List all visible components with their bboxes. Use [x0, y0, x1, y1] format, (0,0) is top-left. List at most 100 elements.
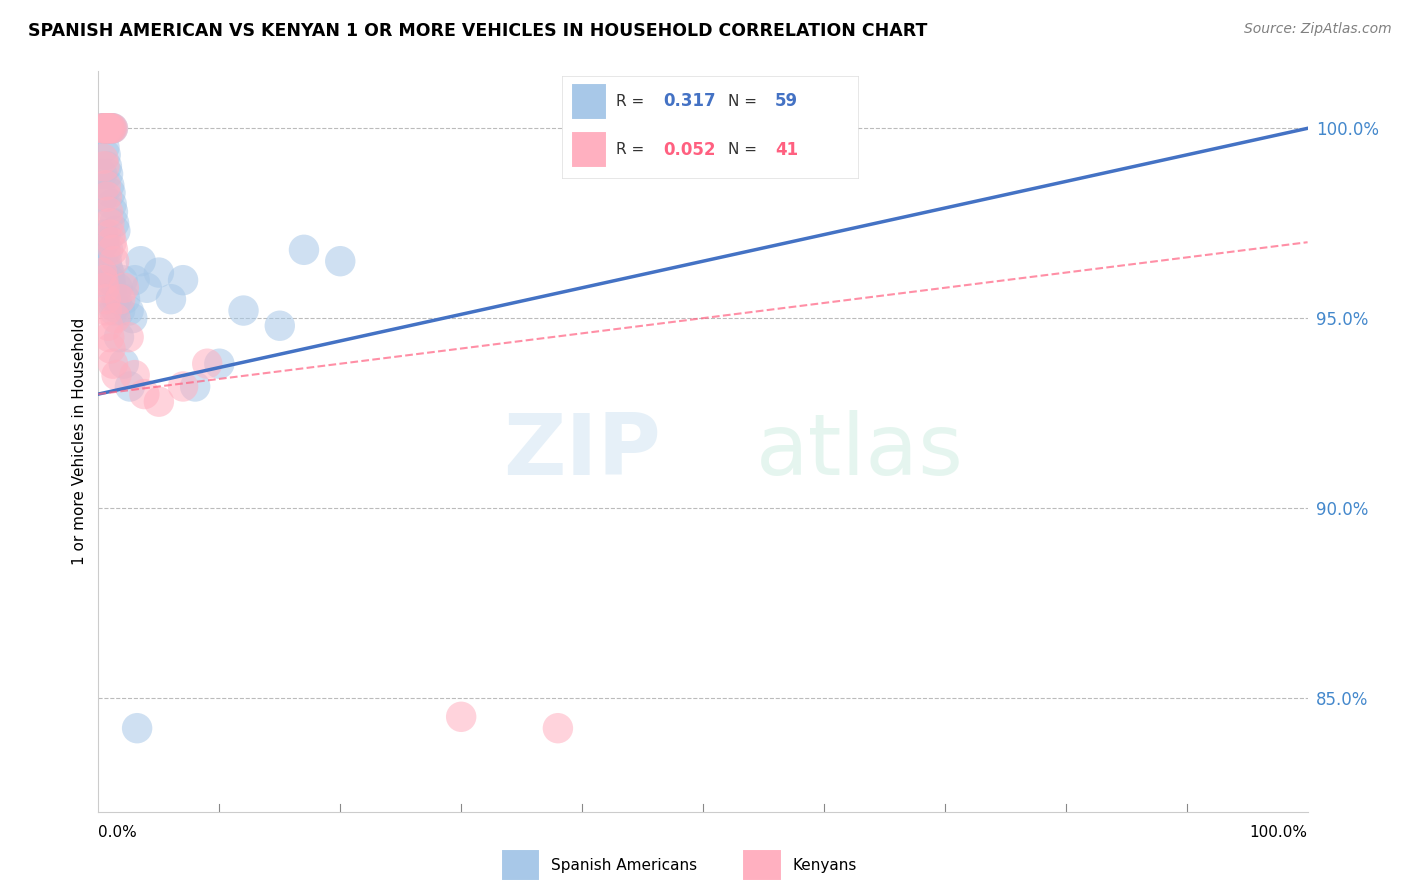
Text: R =: R = [616, 94, 648, 109]
Point [98, 121, 121, 136]
Point [121, 311, 143, 326]
Point [450, 710, 472, 724]
Point [124, 273, 146, 287]
Point [93, 281, 115, 295]
Text: 0.317: 0.317 [662, 93, 716, 111]
Point [118, 330, 141, 344]
Point [91, 167, 114, 181]
Point [108, 292, 131, 306]
Point [292, 243, 315, 257]
Point [184, 379, 207, 393]
Point [329, 254, 352, 268]
Point [91, 121, 114, 136]
Point [97, 121, 120, 136]
Point [96, 303, 118, 318]
Point [91, 152, 114, 166]
Point [98, 266, 121, 280]
Point [148, 266, 170, 280]
Point [94, 178, 117, 193]
Point [101, 121, 124, 136]
Point [98, 178, 121, 193]
Point [93, 121, 115, 136]
Point [100, 197, 122, 211]
Point [111, 273, 134, 287]
Point [108, 330, 131, 344]
Point [135, 281, 157, 295]
Point [101, 243, 124, 257]
Point [172, 273, 194, 287]
Point [96, 121, 118, 136]
Point [148, 394, 170, 409]
Point [93, 235, 115, 250]
Point [100, 227, 122, 242]
Point [105, 368, 128, 383]
Point [232, 303, 254, 318]
Point [112, 357, 135, 371]
Point [100, 235, 122, 250]
Point [101, 357, 124, 371]
Point [91, 273, 114, 287]
Point [269, 318, 291, 333]
Point [160, 292, 183, 306]
Point [93, 159, 115, 173]
Text: Kenyans: Kenyans [793, 858, 858, 872]
Point [94, 243, 117, 257]
Bar [571, 131, 607, 168]
Point [97, 261, 120, 276]
Point [547, 721, 569, 735]
Point [97, 204, 120, 219]
Point [97, 243, 120, 257]
Point [96, 254, 118, 268]
Bar [571, 83, 607, 120]
Point [91, 121, 114, 136]
Point [97, 167, 120, 181]
Text: atlas: atlas [756, 409, 965, 492]
Point [91, 121, 114, 136]
Point [94, 148, 117, 162]
Point [114, 292, 136, 306]
Point [91, 227, 114, 242]
Point [96, 189, 118, 203]
Point [96, 159, 118, 173]
Point [93, 140, 115, 154]
Point [101, 292, 124, 306]
Point [98, 121, 121, 136]
Point [94, 121, 117, 136]
Point [91, 121, 114, 136]
Point [100, 273, 122, 287]
Point [208, 357, 231, 371]
Text: R =: R = [616, 142, 648, 157]
Point [103, 300, 125, 314]
Text: N =: N = [728, 142, 762, 157]
Point [98, 330, 121, 344]
Point [100, 121, 122, 136]
Point [172, 379, 194, 393]
Y-axis label: 1 or more Vehicles in Household: 1 or more Vehicles in Household [72, 318, 87, 566]
Point [98, 216, 121, 230]
Text: 0.052: 0.052 [662, 141, 716, 159]
Point [93, 121, 115, 136]
Point [91, 266, 114, 280]
Point [94, 121, 117, 136]
Text: 0.0%: 0.0% [98, 825, 138, 840]
Point [112, 281, 135, 295]
Bar [501, 849, 540, 881]
Point [104, 224, 127, 238]
Text: Source: ZipAtlas.com: Source: ZipAtlas.com [1244, 22, 1392, 37]
Point [94, 227, 117, 242]
Text: ZIP: ZIP [503, 409, 661, 492]
Point [100, 121, 122, 136]
Point [118, 379, 141, 393]
Point [103, 254, 125, 268]
Point [134, 387, 156, 401]
Point [100, 121, 122, 136]
Bar [742, 849, 782, 881]
Point [96, 121, 118, 136]
Point [129, 254, 152, 268]
Point [101, 121, 124, 136]
Point [127, 721, 149, 735]
Point [118, 303, 141, 318]
Point [100, 273, 122, 287]
Text: N =: N = [728, 94, 762, 109]
Point [101, 204, 124, 219]
